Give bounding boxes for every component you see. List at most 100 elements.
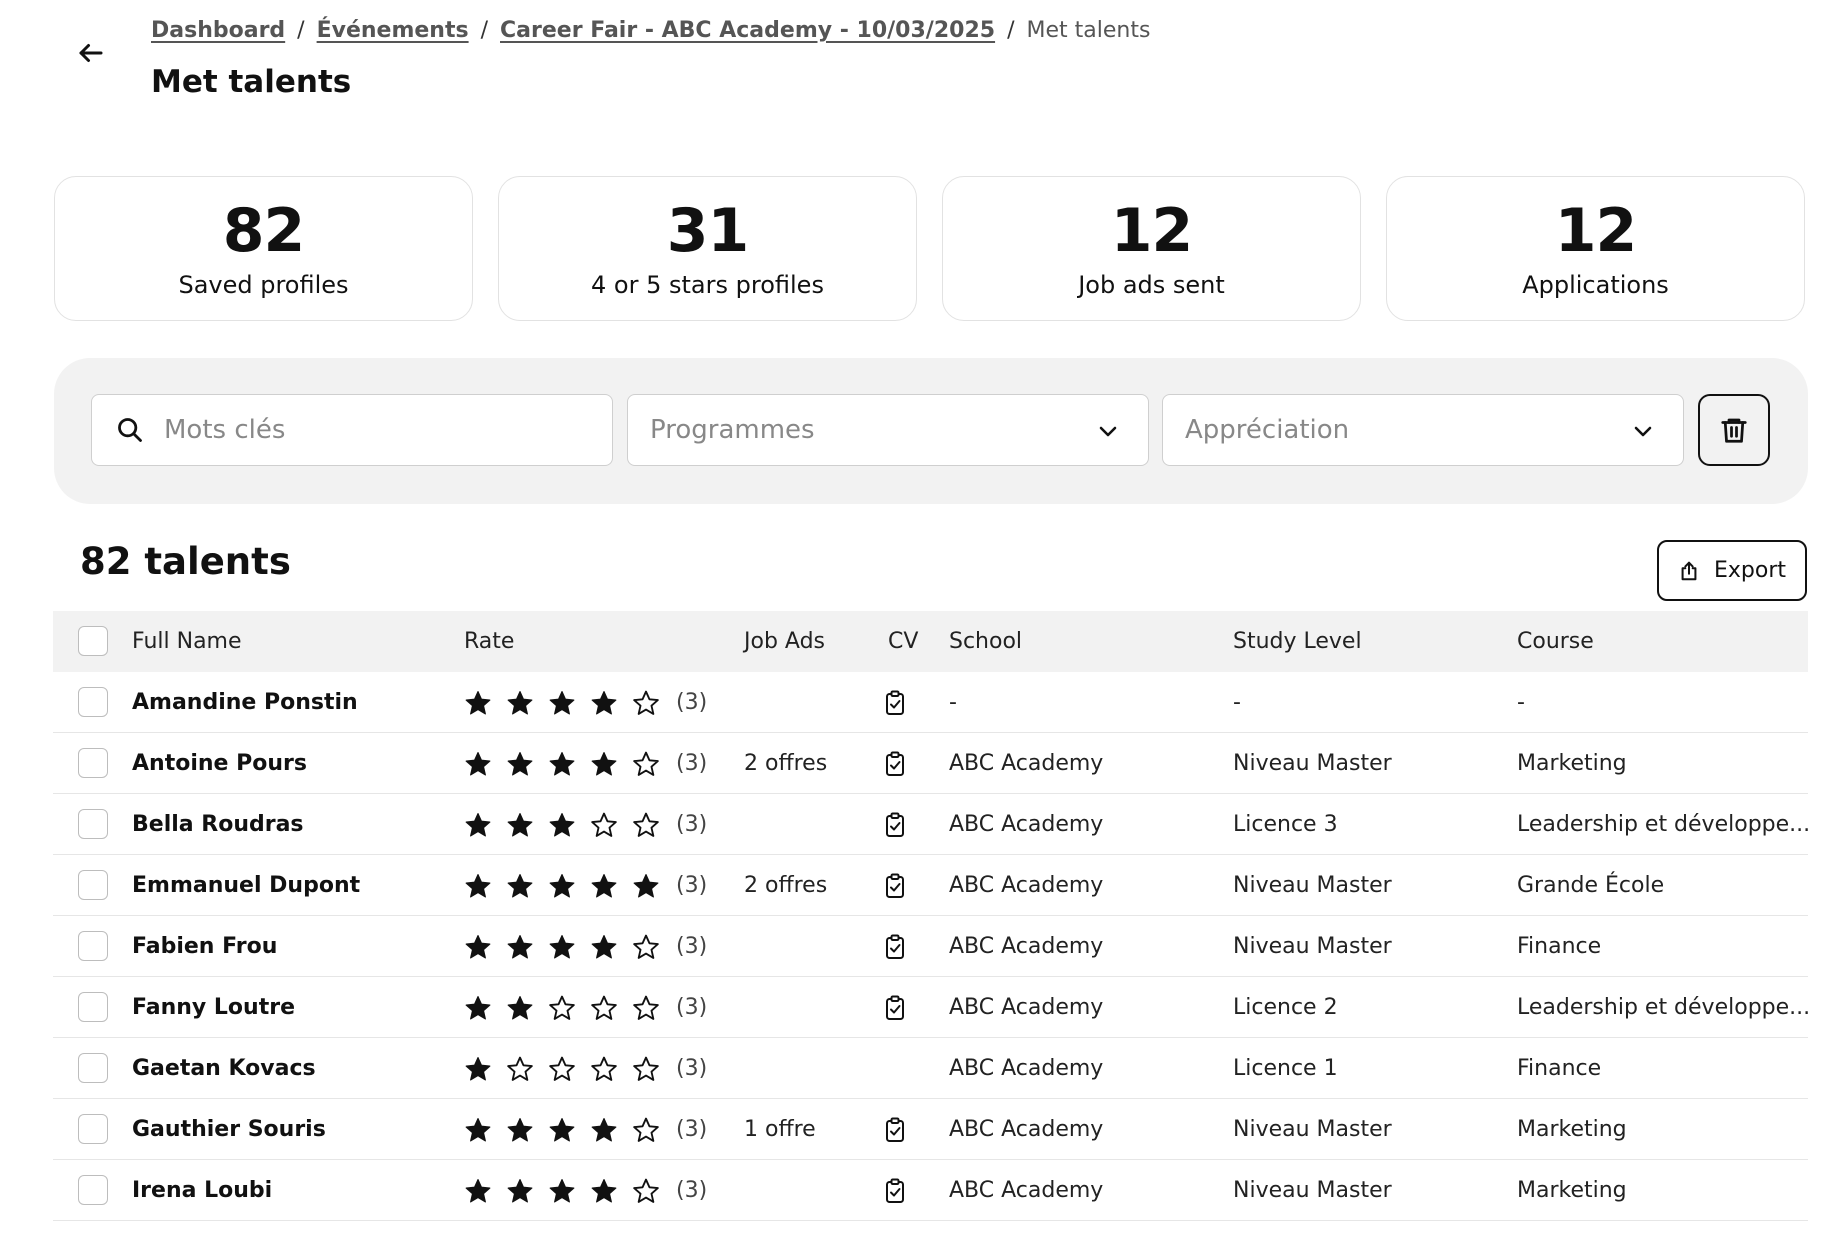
clipboard-check-icon[interactable] <box>883 934 907 960</box>
clipboard-check-icon[interactable] <box>883 1117 907 1143</box>
cv-cell[interactable] <box>883 672 907 733</box>
breadcrumb-event[interactable]: Career Fair - ABC Academy - 10/03/2025 <box>500 18 996 43</box>
row-checkbox[interactable] <box>78 870 108 900</box>
row-checkbox[interactable] <box>78 687 108 717</box>
column-header-study-level[interactable]: Study Level <box>1233 629 1362 654</box>
cv-cell[interactable] <box>883 855 907 916</box>
row-checkbox[interactable] <box>78 748 108 778</box>
cv-cell[interactable] <box>883 1160 907 1221</box>
talent-name: Fanny Loutre <box>132 995 295 1020</box>
star-rating: (3) <box>464 689 707 717</box>
column-header-job-ads[interactable]: Job Ads <box>744 629 825 654</box>
stat-card-saved-profiles: 82 Saved profiles <box>54 176 473 321</box>
back-button[interactable] <box>76 38 106 68</box>
star-filled-icon <box>507 1178 533 1202</box>
star-filled-icon <box>591 1117 617 1141</box>
row-checkbox[interactable] <box>78 809 108 839</box>
table-row[interactable]: Amandine Ponstin (3) - - - <box>53 672 1808 733</box>
star-filled-icon <box>465 751 491 775</box>
stat-value: 31 <box>666 196 750 266</box>
star-outline-icon <box>633 812 659 837</box>
rating-cell: (3) <box>464 733 707 794</box>
column-header-full-name[interactable]: Full Name <box>132 629 242 654</box>
talent-name: Irena Loubi <box>132 1178 273 1203</box>
breadcrumb-current: Met talents <box>1026 18 1151 43</box>
star-filled-icon <box>465 1178 491 1202</box>
clipboard-check-icon[interactable] <box>883 690 907 716</box>
export-button[interactable]: Export <box>1657 540 1807 601</box>
school: - <box>949 690 957 715</box>
star-outline-icon <box>633 751 659 776</box>
table-row[interactable]: Fabien Frou (3) ABC Academy Niveau Master Fi… <box>53 916 1808 977</box>
breadcrumb-separator: / <box>1007 18 1015 43</box>
stat-label: Job ads sent <box>1078 271 1225 299</box>
clipboard-check-icon[interactable] <box>883 751 907 777</box>
rating-cell: (3) <box>464 672 707 733</box>
table-row[interactable]: Gauthier Souris (3) 1 offre ABC Academy Nive… <box>53 1099 1808 1160</box>
cv-cell[interactable] <box>883 1099 907 1160</box>
table-row[interactable]: Irena Loubi (3) ABC Academy Niveau Master Ma… <box>53 1160 1808 1221</box>
star-filled-icon <box>465 1056 491 1080</box>
keywords-search-field[interactable] <box>91 394 613 466</box>
cv-cell[interactable] <box>883 733 907 794</box>
star-outline-icon <box>549 995 575 1020</box>
row-checkbox[interactable] <box>78 1175 108 1205</box>
cv-cell[interactable] <box>883 794 907 855</box>
column-header-course[interactable]: Course <box>1517 629 1594 654</box>
talent-name: Emmanuel Dupont <box>132 873 361 898</box>
star-filled-icon <box>633 873 659 897</box>
star-outline-icon <box>633 995 659 1020</box>
breadcrumb-separator: / <box>480 18 489 43</box>
column-header-rate[interactable]: Rate <box>464 629 515 654</box>
star-filled-icon <box>591 1178 617 1202</box>
clipboard-check-icon[interactable] <box>883 873 907 899</box>
rating-count: (3) <box>676 1117 708 1142</box>
school: ABC Academy <box>949 1117 1104 1142</box>
clipboard-check-icon[interactable] <box>883 1178 907 1204</box>
talents-table: Full Name Rate Job Ads CV School Study L… <box>53 611 1811 1221</box>
row-checkbox[interactable] <box>78 1114 108 1144</box>
table-row[interactable]: Gaetan Kovacs (3) ABC Academy Licence 1 Fina… <box>53 1038 1808 1099</box>
talent-name: Gauthier Souris <box>132 1117 326 1142</box>
results-count-title: 82 talents <box>80 540 291 583</box>
appreciation-select[interactable]: Appréciation <box>1162 394 1684 466</box>
clear-filters-button[interactable] <box>1698 394 1770 466</box>
star-outline-icon <box>633 1178 659 1203</box>
table-row[interactable]: Antoine Pours (3) 2 offres ABC Academy Nivea… <box>53 733 1808 794</box>
row-checkbox[interactable] <box>78 931 108 961</box>
job-ads-count: 1 offre <box>744 1117 816 1142</box>
course: Marketing <box>1517 1178 1627 1203</box>
chevron-down-icon <box>1099 426 1117 437</box>
breadcrumb-evenements[interactable]: Événements <box>316 18 469 43</box>
programmes-select[interactable]: Programmes <box>627 394 1149 466</box>
star-rating: (3) <box>464 933 707 961</box>
cv-cell[interactable] <box>883 977 907 1038</box>
star-outline-icon <box>507 1056 533 1081</box>
clipboard-check-icon[interactable] <box>883 995 907 1021</box>
school: ABC Academy <box>949 995 1104 1020</box>
select-all-checkbox[interactable] <box>78 626 108 656</box>
row-checkbox[interactable] <box>78 992 108 1022</box>
column-header-school[interactable]: School <box>949 629 1023 654</box>
course: Marketing <box>1517 751 1627 776</box>
rating-cell: (3) <box>464 977 707 1038</box>
cv-cell[interactable] <box>883 916 907 977</box>
keywords-input[interactable] <box>164 415 564 445</box>
course: Leadership et développe... <box>1517 812 1811 837</box>
talent-name: Bella Roudras <box>132 812 304 837</box>
star-filled-icon <box>465 690 491 714</box>
row-checkbox[interactable] <box>78 1053 108 1083</box>
star-filled-icon <box>549 1178 575 1202</box>
talent-name: Gaetan Kovacs <box>132 1056 316 1081</box>
star-outline-icon <box>633 934 659 959</box>
clipboard-check-icon[interactable] <box>883 812 907 838</box>
breadcrumb-dashboard[interactable]: Dashboard <box>151 18 286 43</box>
star-filled-icon <box>465 934 491 958</box>
table-row[interactable]: Bella Roudras (3) ABC Academy Licence 3 Lead… <box>53 794 1811 855</box>
column-header-cv[interactable]: CV <box>888 629 919 654</box>
star-filled-icon <box>549 1117 575 1141</box>
stat-value: 82 <box>222 196 306 266</box>
talent-name: Antoine Pours <box>132 751 307 776</box>
table-row[interactable]: Emmanuel Dupont (3) 2 offres ABC Academy Niv… <box>53 855 1808 916</box>
table-row[interactable]: Fanny Loutre (3) ABC Academy Licence 2 Leade… <box>53 977 1810 1038</box>
